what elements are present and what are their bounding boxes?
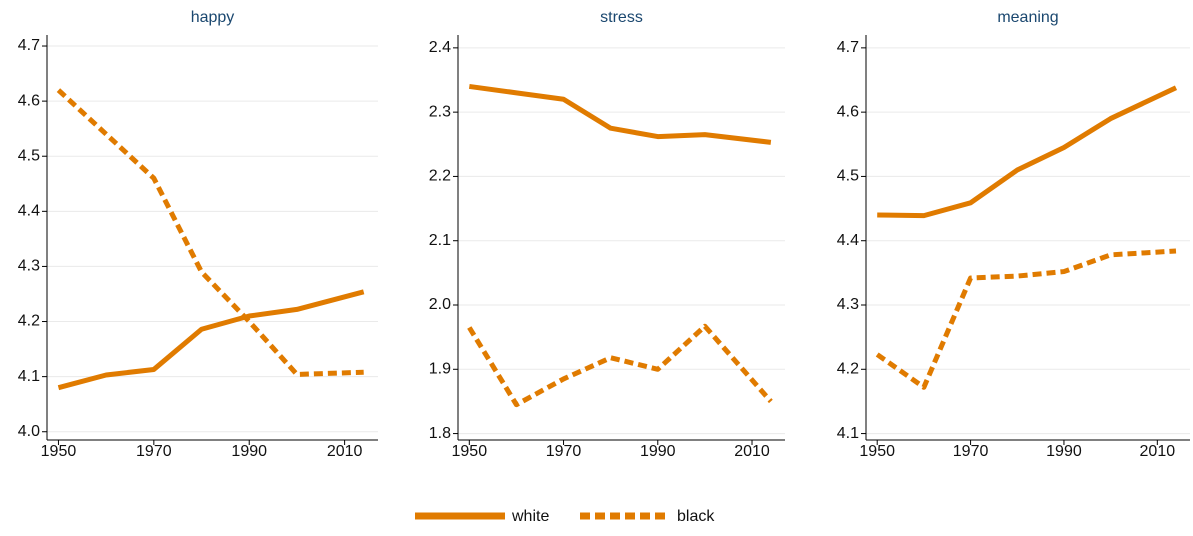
y-tick-label: 2.0 [429, 296, 451, 313]
x-tick-label: 1990 [1046, 443, 1082, 460]
line [877, 85, 1178, 219]
y-tick-label: 4.2 [18, 313, 40, 330]
y-tick-label: 4.3 [837, 296, 859, 313]
y-tick-label: 2.3 [429, 103, 451, 120]
y-tick-label: 2.2 [429, 168, 451, 185]
line [875, 248, 1177, 390]
panel-title: meaning [997, 9, 1058, 26]
y-tick-label: 4.4 [18, 203, 40, 220]
y-tick-label: 4.1 [18, 368, 40, 385]
line [467, 323, 773, 408]
y-tick-label: 4.7 [837, 39, 859, 56]
panel-title: stress [600, 9, 643, 26]
panel-title: happy [191, 9, 235, 26]
line [57, 289, 365, 391]
x-tick-label: 2010 [734, 443, 770, 460]
y-tick-label: 4.6 [837, 103, 859, 120]
x-tick-label: 1950 [859, 443, 895, 460]
legend-label: white [511, 508, 549, 525]
y-tick-label: 4.0 [18, 423, 40, 440]
y-tick-label: 4.4 [837, 232, 859, 249]
x-tick-label: 1970 [953, 443, 989, 460]
y-tick-label: 4.2 [837, 361, 859, 378]
y-tick-label: 4.3 [18, 258, 40, 275]
line [468, 83, 772, 145]
line [56, 88, 364, 377]
x-tick-label: 1950 [452, 443, 488, 460]
y-tick-label: 4.5 [18, 147, 40, 164]
y-tick-label: 2.1 [429, 232, 451, 249]
legend-label: black [677, 508, 715, 525]
x-tick-label: 2010 [327, 443, 363, 460]
x-tick-label: 1970 [546, 443, 582, 460]
x-tick-label: 1950 [41, 443, 77, 460]
y-tick-label: 1.9 [429, 361, 451, 378]
x-tick-label: 1970 [136, 443, 172, 460]
x-tick-label: 2010 [1140, 443, 1176, 460]
y-tick-label: 4.6 [18, 92, 40, 109]
y-tick-label: 4.5 [837, 168, 859, 185]
x-tick-label: 1990 [231, 443, 267, 460]
y-tick-label: 1.8 [429, 425, 451, 442]
y-tick-label: 4.7 [18, 37, 40, 54]
y-tick-label: 2.4 [429, 39, 451, 56]
y-tick-label: 4.1 [837, 425, 859, 442]
x-tick-label: 1990 [640, 443, 676, 460]
